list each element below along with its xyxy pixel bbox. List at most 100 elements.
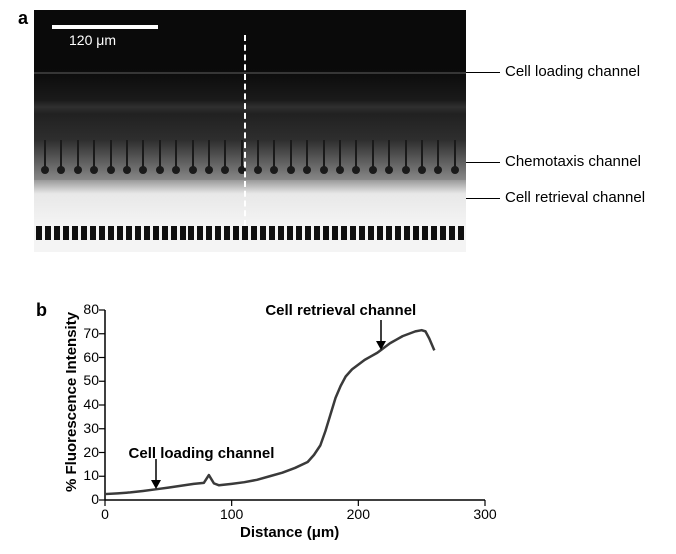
bottom-comb-tooth <box>224 226 230 240</box>
y-tick-label: 60 <box>75 349 99 365</box>
y-tick-label: 10 <box>75 467 99 483</box>
chemotaxis-tooth <box>155 140 165 180</box>
bottom-comb-tooth <box>359 226 365 240</box>
y-tick-label: 20 <box>75 444 99 460</box>
bottom-comb-tooth <box>314 226 320 240</box>
bottom-comb-tooth <box>449 226 455 240</box>
bottom-comb-tooth <box>251 226 257 240</box>
region-label: Chemotaxis channel <box>505 153 641 170</box>
bottom-comb-tooth <box>260 226 266 240</box>
dashed-section-line <box>244 35 246 226</box>
bottom-comb-tooth <box>188 226 194 240</box>
bottom-comb-tooth <box>296 226 302 240</box>
bottom-comb-tooth <box>350 226 356 240</box>
bottom-comb-tooth <box>431 226 437 240</box>
figure: a 120 μm Cell loading channel Chemotaxis … <box>0 0 676 554</box>
bottom-comb-tooth <box>305 226 311 240</box>
micrograph-faint-band <box>34 100 466 114</box>
chemotaxis-tooth <box>204 140 214 180</box>
annotation-arrow <box>149 459 163 491</box>
chemotaxis-tooth <box>368 140 378 180</box>
bottom-comb-tooth <box>377 226 383 240</box>
pointer-line <box>466 162 500 163</box>
bottom-comb-tooth <box>269 226 275 240</box>
micrograph-dark-region <box>34 10 466 140</box>
y-tick-label: 0 <box>75 491 99 507</box>
chemotaxis-tooth <box>351 140 361 180</box>
bottom-comb-tooth <box>54 226 60 240</box>
bottom-comb-tooth <box>242 226 248 240</box>
chemotaxis-tooth <box>302 140 312 180</box>
bottom-comb-tooth <box>162 226 168 240</box>
chemotaxis-tooth <box>188 140 198 180</box>
annotation-text: Cell loading channel <box>129 445 275 462</box>
y-tick-label: 70 <box>75 325 99 341</box>
bottom-comb-tooth <box>63 226 69 240</box>
annotation-arrow <box>374 320 388 352</box>
chemotaxis-tooth <box>56 140 66 180</box>
chemotaxis-tooth <box>171 140 181 180</box>
chemotaxis-tooth <box>401 140 411 180</box>
annotation-text: Cell retrieval channel <box>265 302 416 319</box>
bottom-comb-tooth <box>386 226 392 240</box>
chemotaxis-tooth <box>335 140 345 180</box>
bottom-comb-tooth <box>45 226 51 240</box>
chemotaxis-tooth <box>319 140 329 180</box>
x-tick-label: 200 <box>343 506 373 522</box>
bottom-comb-tooth <box>395 226 401 240</box>
bottom-comb-tooth <box>323 226 329 240</box>
x-tick-label: 0 <box>90 506 120 522</box>
scale-bar <box>52 25 158 29</box>
bottom-comb-tooth <box>332 226 338 240</box>
panel-a-label: a <box>18 8 28 29</box>
bottom-comb-tooth <box>233 226 239 240</box>
micrograph-bottom-comb <box>34 226 466 240</box>
bottom-comb-tooth <box>368 226 374 240</box>
y-tick-label: 40 <box>75 396 99 412</box>
bottom-comb-tooth <box>81 226 87 240</box>
bottom-comb-tooth <box>422 226 428 240</box>
bottom-comb-tooth <box>153 226 159 240</box>
bottom-comb-tooth <box>206 226 212 240</box>
bottom-comb-tooth <box>171 226 177 240</box>
bottom-comb-tooth <box>144 226 150 240</box>
bottom-comb-tooth <box>458 226 464 240</box>
bottom-comb-tooth <box>117 226 123 240</box>
chemotaxis-tooth <box>269 140 279 180</box>
bottom-comb-tooth <box>99 226 105 240</box>
bottom-comb-tooth <box>135 226 141 240</box>
bottom-comb-tooth <box>215 226 221 240</box>
micrograph: 120 μm <box>34 10 466 252</box>
chemotaxis-tooth <box>122 140 132 180</box>
chemotaxis-tooth <box>106 140 116 180</box>
region-label: Cell loading channel <box>505 63 640 80</box>
chemotaxis-tooth <box>253 140 263 180</box>
chemotaxis-tooth <box>417 140 427 180</box>
chemotaxis-tooth <box>433 140 443 180</box>
region-label: Cell retrieval channel <box>505 189 645 206</box>
bottom-comb-tooth <box>278 226 284 240</box>
y-tick-label: 30 <box>75 420 99 436</box>
bottom-comb-tooth <box>341 226 347 240</box>
pointer-line <box>466 72 500 73</box>
chemotaxis-tooth <box>286 140 296 180</box>
bottom-comb-tooth <box>440 226 446 240</box>
bottom-comb-tooth <box>36 226 42 240</box>
bottom-comb-tooth <box>72 226 78 240</box>
y-tick-label: 50 <box>75 372 99 388</box>
chemotaxis-teeth <box>34 140 466 180</box>
x-tick-label: 300 <box>470 506 500 522</box>
bottom-comb-tooth <box>180 226 186 240</box>
chemotaxis-tooth <box>89 140 99 180</box>
bottom-comb-tooth <box>413 226 419 240</box>
bottom-comb-tooth <box>287 226 293 240</box>
chemotaxis-tooth <box>40 140 50 180</box>
panel-b-label: b <box>36 300 47 321</box>
x-axis-label: Distance (μm) <box>240 524 339 541</box>
micrograph-bottom-bright <box>34 240 466 252</box>
scale-bar-label: 120 μm <box>69 32 116 48</box>
pointer-line <box>466 198 500 199</box>
chemotaxis-tooth <box>138 140 148 180</box>
bottom-comb-tooth <box>197 226 203 240</box>
micrograph-faint-line <box>34 72 466 74</box>
